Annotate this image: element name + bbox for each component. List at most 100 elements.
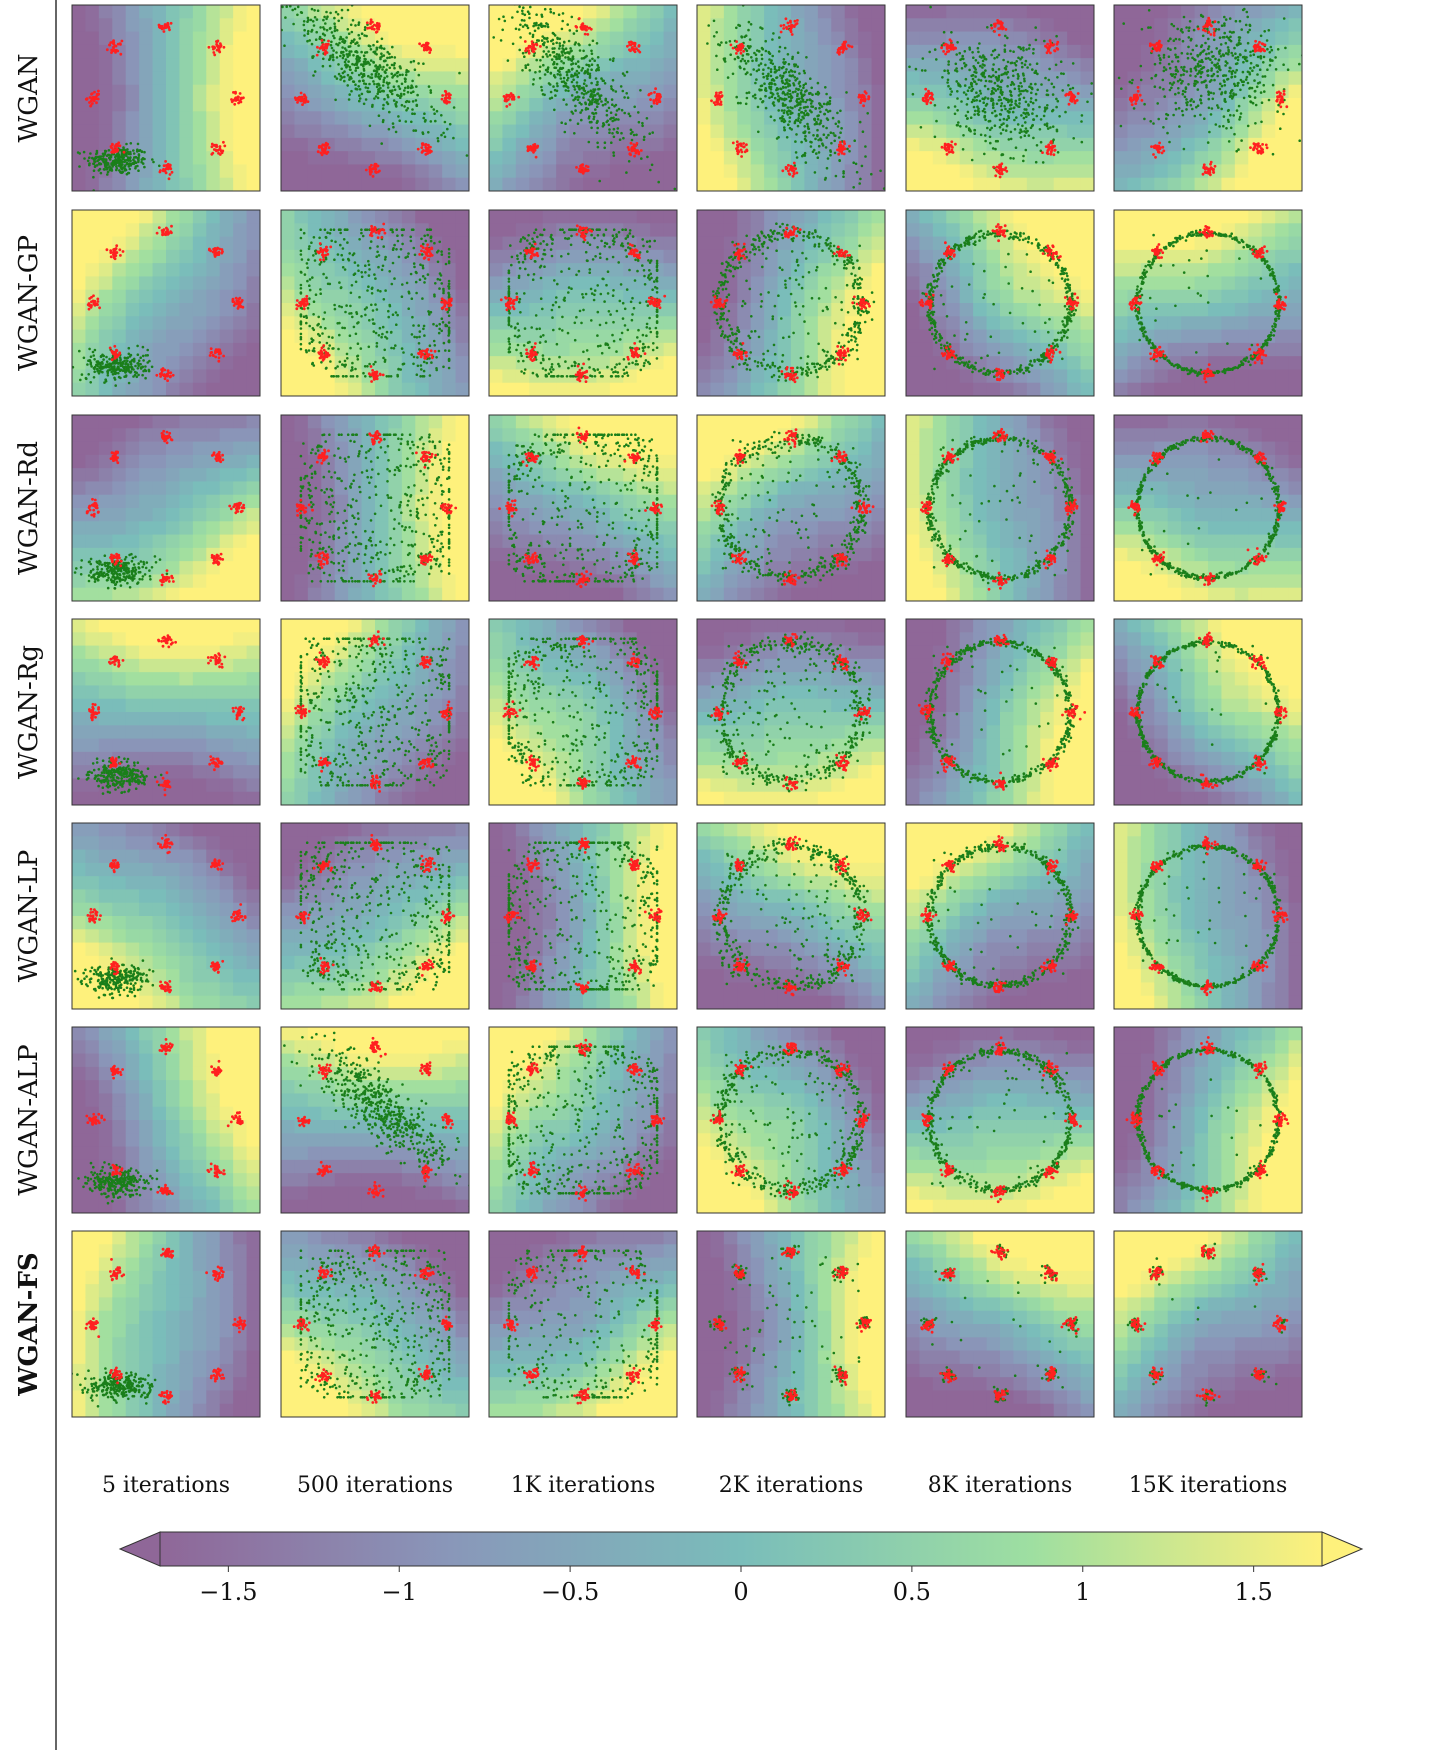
real-point: [508, 95, 512, 99]
generated-point: [553, 74, 556, 77]
contour-cell: [152, 5, 167, 19]
contour-cell: [489, 137, 504, 152]
generated-point: [360, 32, 364, 35]
contour-cell: [959, 5, 974, 19]
contour-cell: [817, 177, 832, 191]
contour-cell: [307, 58, 322, 73]
generated-point: [1218, 87, 1222, 91]
generated-point: [1055, 105, 1058, 109]
contour-cell: [428, 98, 443, 112]
real-point: [719, 100, 723, 104]
contour-cell: [723, 5, 738, 19]
contour-cell: [529, 124, 544, 139]
generated-point: [370, 76, 374, 79]
real-point: [1067, 102, 1071, 106]
real-point: [118, 144, 122, 148]
generated-point: [543, 73, 547, 76]
generated-point: [947, 71, 950, 75]
contour-cell: [166, 5, 181, 19]
generated-point: [773, 65, 777, 69]
generated-point: [108, 168, 112, 172]
generated-point: [1185, 70, 1189, 73]
real-point: [836, 51, 840, 54]
contour-cell: [583, 151, 598, 166]
contour-cell: [1221, 137, 1236, 152]
generated-point: [565, 73, 569, 77]
real-point: [210, 145, 214, 149]
generated-point: [1003, 96, 1006, 100]
generated-point: [1176, 70, 1180, 73]
generated-point: [833, 139, 836, 143]
generated-point: [545, 37, 548, 41]
generated-point: [1031, 101, 1035, 105]
generated-point: [416, 93, 419, 97]
generated-point: [764, 63, 767, 67]
contour-cell: [334, 177, 349, 191]
contour-cell: [206, 111, 221, 126]
generated-point: [1216, 104, 1219, 107]
generated-point: [746, 59, 750, 63]
real-point: [996, 21, 1000, 25]
contour-cell: [219, 71, 234, 86]
generated-point: [630, 138, 634, 142]
contour-cell: [166, 177, 181, 191]
contour-cell: [804, 31, 819, 46]
generated-point: [1193, 114, 1197, 118]
real-point: [96, 97, 100, 101]
generated-point: [540, 89, 544, 92]
real-point: [931, 97, 935, 101]
generated-point: [430, 105, 433, 109]
generated-point: [598, 94, 601, 97]
contour-cell: [723, 151, 738, 166]
contour-cell: [1140, 98, 1155, 112]
generated-point: [348, 53, 351, 57]
contour-cell: [609, 5, 624, 19]
generated-point: [757, 64, 761, 67]
contour-cell: [650, 151, 665, 166]
generated-point: [830, 141, 833, 145]
generated-point: [1047, 78, 1051, 82]
generated-point: [788, 116, 792, 119]
contour-cell: [455, 58, 469, 73]
generated-point: [1227, 50, 1230, 54]
real-point: [111, 142, 114, 146]
generated-point: [330, 40, 333, 44]
generated-point: [337, 72, 341, 76]
generated-point: [1274, 56, 1277, 59]
generated-point: [1002, 58, 1005, 62]
contour-cell: [623, 5, 638, 19]
contour-cell: [1261, 111, 1276, 126]
real-point: [795, 171, 799, 175]
generated-point: [866, 112, 869, 115]
generated-point: [398, 87, 402, 90]
generated-point: [786, 53, 790, 56]
contour-cell: [233, 177, 248, 191]
generated-point: [1054, 63, 1058, 67]
contour-cell: [98, 18, 113, 33]
generated-point: [594, 98, 598, 101]
generated-point: [1055, 129, 1059, 133]
generated-point: [1217, 20, 1220, 24]
contour-cell: [334, 84, 349, 99]
generated-point: [773, 96, 777, 100]
contour-cell: [858, 71, 873, 86]
contour-cell: [871, 58, 885, 73]
generated-point: [1020, 85, 1023, 88]
generated-point: [1215, 47, 1218, 50]
real-point: [787, 172, 791, 176]
contour-cell: [455, 31, 469, 46]
contour-cell: [233, 5, 248, 19]
real-point: [993, 30, 996, 33]
generated-point: [331, 53, 335, 57]
generated-point: [511, 16, 514, 19]
real-point: [626, 44, 629, 48]
contour-cell: [1221, 5, 1236, 19]
contour-cell: [777, 124, 792, 139]
generated-point: [1043, 39, 1046, 43]
generated-point: [1180, 51, 1184, 55]
generated-point: [433, 112, 436, 115]
generated-point: [822, 125, 825, 128]
real-point: [378, 169, 381, 173]
generated-point: [975, 99, 978, 102]
real-point: [842, 152, 846, 156]
